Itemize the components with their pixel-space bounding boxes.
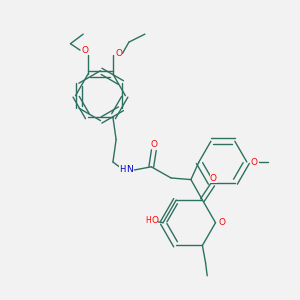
Text: N: N: [127, 166, 133, 175]
Text: O: O: [151, 140, 158, 149]
Text: O: O: [81, 46, 88, 55]
Text: O: O: [115, 49, 122, 58]
Text: O: O: [210, 174, 217, 183]
Text: O: O: [218, 218, 225, 227]
Text: O: O: [250, 158, 257, 166]
Text: H: H: [146, 216, 151, 225]
Text: H: H: [119, 166, 125, 175]
Text: O: O: [151, 216, 158, 225]
